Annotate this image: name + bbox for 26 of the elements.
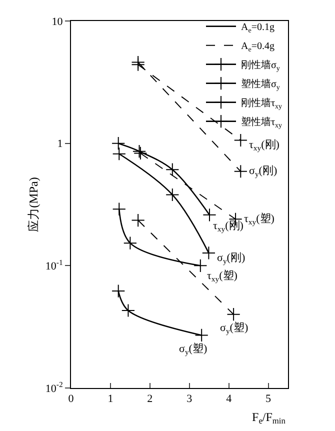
legend-label: 塑性墙σ$_{y}$ [241, 78, 280, 92]
series-label: τ$_{xy}$(塑) [207, 269, 238, 284]
legend-label: A$_{e}$=0.4g [241, 41, 274, 54]
legend-label: A$_{e}$=0.1g [241, 22, 274, 34]
y-tick-label: 10$^{-2}$ [45, 380, 63, 395]
series-label: τ$_{xy}$(刚) [213, 220, 244, 234]
series-label: τ$_{xy}$(塑) [244, 212, 275, 226]
series-label: τ$_{xy}$(刚) [249, 139, 280, 152]
x-tick-label: 5 [266, 393, 272, 406]
x-tick-label: 4 [226, 393, 232, 406]
series-label: σ$_{y}$(塑) [220, 321, 248, 336]
y-tick-label: 1 [57, 138, 63, 150]
series-label: σ$_{y}$(刚) [249, 165, 278, 178]
y-axis-title: 应力(MPa) [26, 177, 41, 232]
x-axis-title: F$_{e}$/F$_{min}$ [252, 410, 286, 426]
series-label: σ$_{y}$(刚) [217, 252, 246, 266]
legend-label: 刚性墙σ$_{y}$ [241, 59, 280, 72]
series-label: σ$_{y}$(塑) [179, 342, 208, 356]
x-tick-label: 0 [68, 393, 74, 406]
legend-label: 塑性墙τ$_{xy}$ [241, 116, 283, 130]
y-tick-label: 10 [52, 16, 64, 28]
legend-label: 刚性墙τ$_{xy}$ [241, 97, 283, 110]
y-tick-label: 10$^{-1}$ [45, 258, 63, 273]
x-tick-label: 3 [186, 393, 193, 406]
x-tick-label: 1 [108, 393, 114, 406]
x-tick-label: 2 [147, 393, 153, 406]
